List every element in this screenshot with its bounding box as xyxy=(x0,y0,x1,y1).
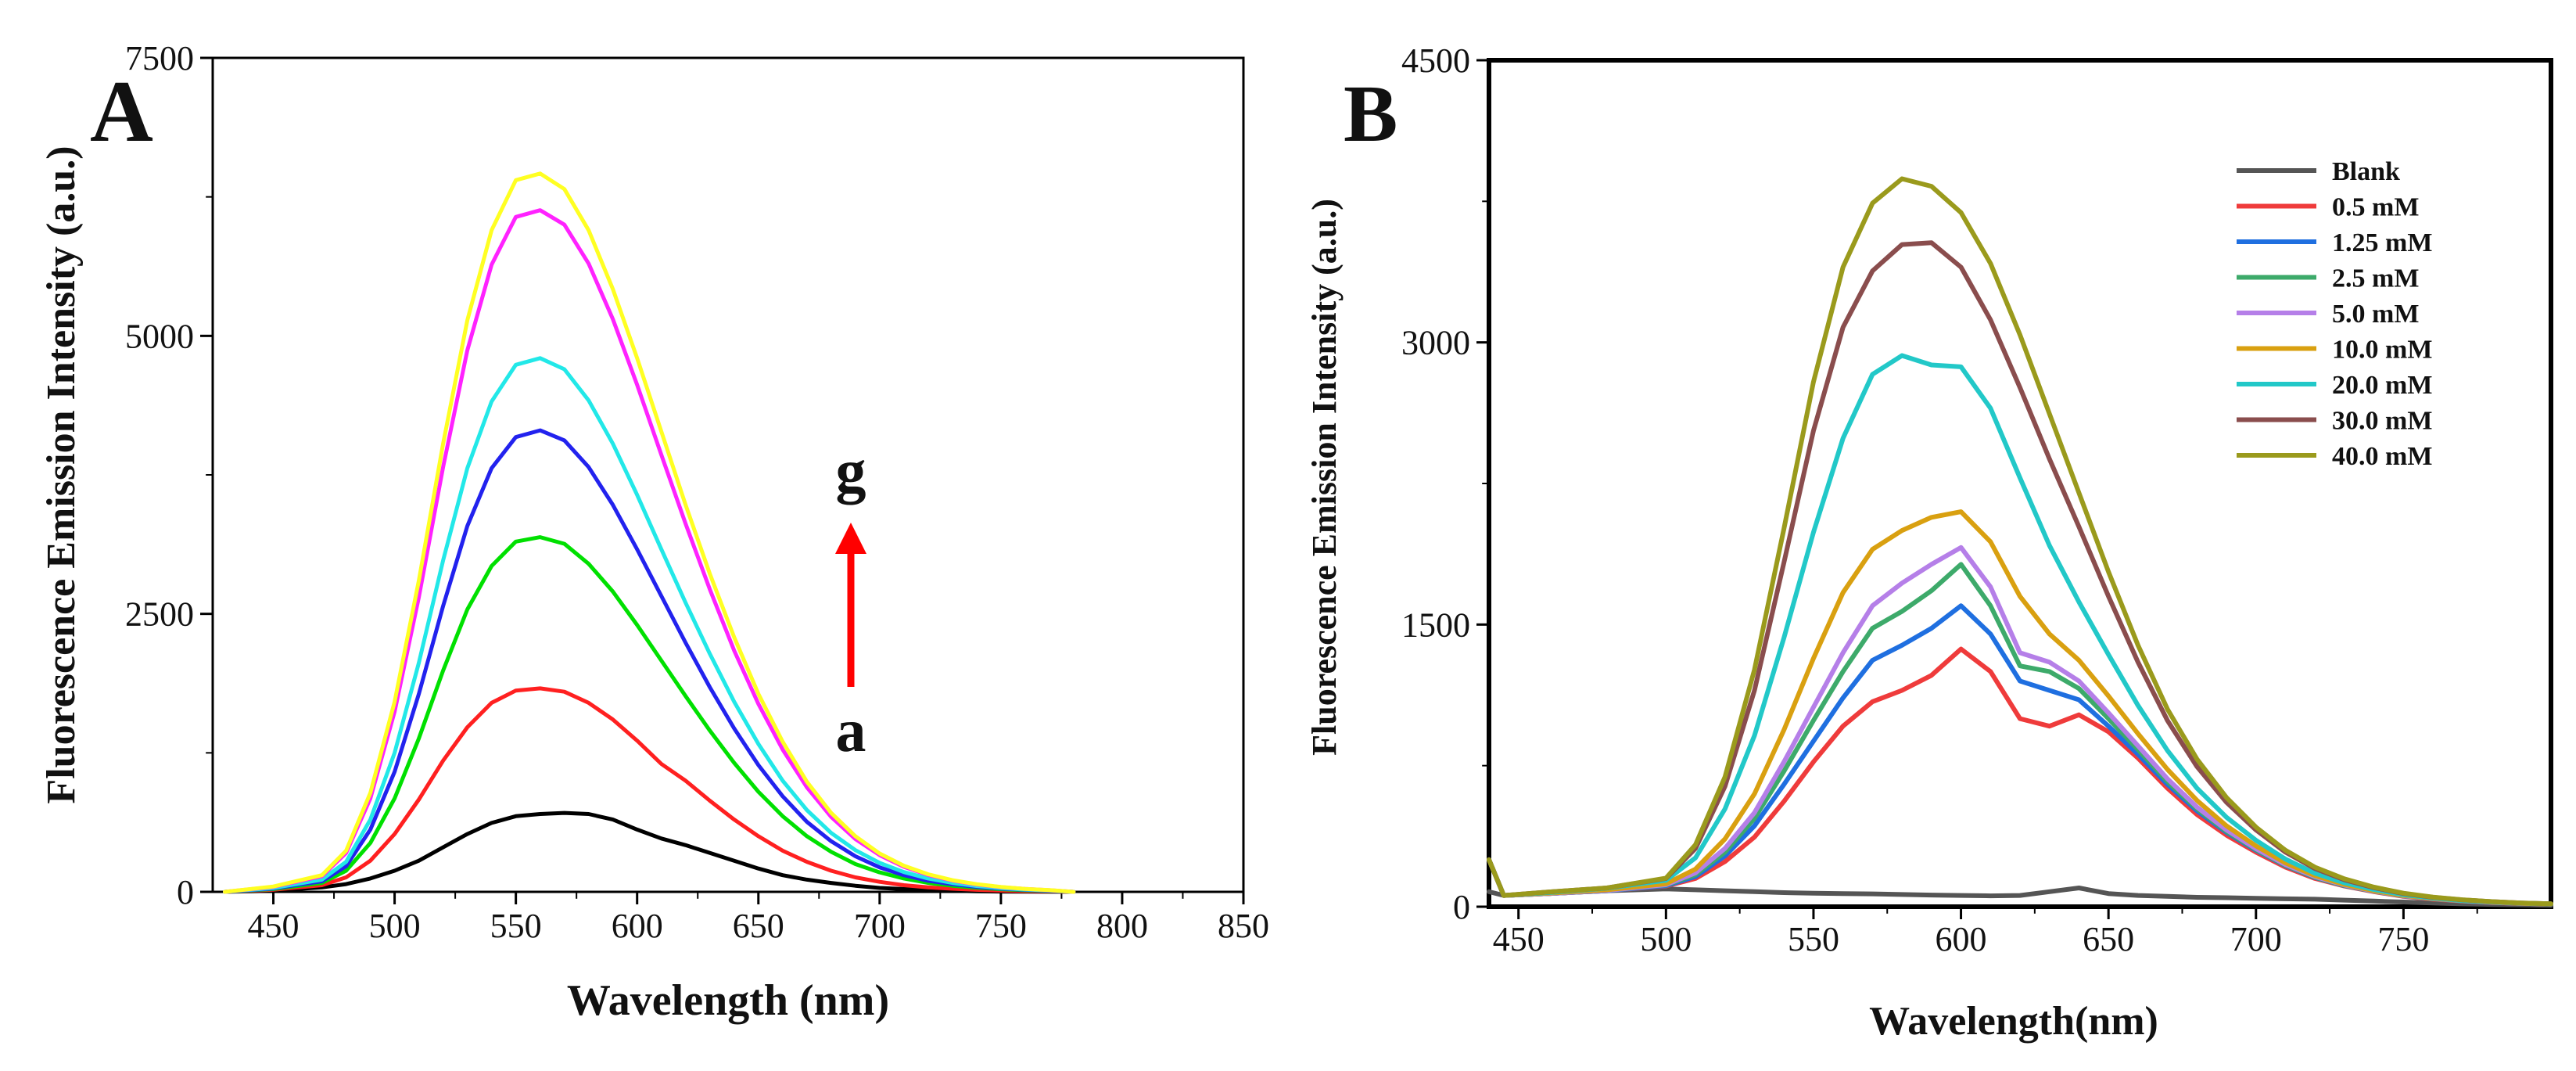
a-y-tick-label: 5000 xyxy=(125,317,194,355)
a-x-tick-labels: 450 500 550 600 650 700 750 800 850 xyxy=(248,907,1269,945)
panel-a: 450 500 550 600 650 700 750 800 850 0 2500 5000 750… xyxy=(39,39,1269,1025)
a-ticks xyxy=(200,56,1245,904)
annotation-a: a xyxy=(836,696,866,764)
b-ticks xyxy=(1476,59,2478,919)
a-series-line-a xyxy=(223,810,1076,894)
b-x-tick-label: 650 xyxy=(2083,920,2134,958)
b-y-tick-label: 3000 xyxy=(1401,324,1470,362)
a-series-line-f xyxy=(223,208,1076,894)
b-x-tick-label: 700 xyxy=(2230,920,2282,958)
legend-label: 40.0 mM xyxy=(2332,442,2432,471)
legend-label: 30.0 mM xyxy=(2332,407,2432,436)
legend-label: 0.5 mM xyxy=(2332,193,2419,222)
a-x-tick-label: 750 xyxy=(975,907,1027,945)
b-series-line-5-0-mm xyxy=(1487,544,2553,907)
b-series-line-0-5-mm xyxy=(1487,646,2553,907)
plot-area-a xyxy=(211,56,1245,893)
a-series-lines xyxy=(223,171,1076,894)
b-y-tick-labels: 0 1500 3000 4500 xyxy=(1401,41,1470,926)
b-y-tick-label: 1500 xyxy=(1401,606,1470,644)
b-series-line-10-0-mm xyxy=(1487,509,2553,907)
b-y-axis-title: Fluorescence Emission Intensity (a.u.) xyxy=(1305,199,1344,756)
b-series-line-40-0-mm xyxy=(1487,176,2553,907)
b-y-tick-label: 0 xyxy=(1453,888,1470,926)
b-x-tick-label: 500 xyxy=(1640,920,1692,958)
b-series-lines xyxy=(1487,176,2553,908)
a-series-line-g xyxy=(223,171,1076,894)
legend-label: 20.0 mM xyxy=(2332,371,2432,400)
legend-label: 10.0 mM xyxy=(2332,336,2432,365)
a-x-tick-label: 550 xyxy=(490,907,542,945)
b-x-axis-title: Wavelength(nm) xyxy=(1869,999,2158,1044)
a-x-axis-title: Wavelength (nm) xyxy=(567,976,889,1025)
a-series-line-d xyxy=(223,428,1076,894)
a-y-tick-label: 2500 xyxy=(125,595,194,634)
b-x-tick-labels: 450 500 550 600 650 700 750 xyxy=(1493,920,2430,958)
b-x-tick-label: 550 xyxy=(1788,920,1839,958)
a-series-line-e xyxy=(223,356,1076,894)
annotation-g: g xyxy=(836,437,866,505)
legend-label: 5.0 mM xyxy=(2332,300,2419,329)
annotation-arrow-head xyxy=(835,523,866,554)
a-y-tick-labels: 0 2500 5000 7500 xyxy=(125,39,194,911)
a-x-tick-label: 650 xyxy=(733,907,784,945)
legend-label: 1.25 mM xyxy=(2332,228,2432,257)
b-x-tick-label: 600 xyxy=(1936,920,1987,958)
b-series-line-blank xyxy=(1487,886,2553,908)
b-y-tick-label: 4500 xyxy=(1401,41,1470,80)
a-y-axis-title: Fluorescence Emission Intensity (a.u.) xyxy=(39,146,84,803)
b-x-tick-label: 750 xyxy=(2377,920,2429,958)
panel-label-b: B xyxy=(1344,69,1397,159)
panel-label-a: A xyxy=(90,63,153,160)
a-y-tick-label: 7500 xyxy=(125,39,194,77)
a-x-tick-label: 600 xyxy=(612,907,663,945)
a-x-tick-label: 850 xyxy=(1218,907,1269,945)
b-series-line-2-5-mm xyxy=(1487,562,2553,907)
legend-label: Blank xyxy=(2332,157,2400,186)
b-legend: Blank 0.5 mM 1.25 mM 2.5 mM 5.0 mM 10.0 mM 20.… xyxy=(2237,157,2432,471)
a-y-tick-label: 0 xyxy=(177,873,194,911)
a-x-tick-label: 800 xyxy=(1096,907,1148,945)
legend-label: 2.5 mM xyxy=(2332,264,2419,293)
b-series-line-20-0-mm xyxy=(1487,353,2553,907)
a-series-line-b xyxy=(223,686,1076,894)
a-x-tick-label: 700 xyxy=(854,907,906,945)
panel-b: 450 500 550 600 650 700 750 0 1500 3000 4500 Blan… xyxy=(1305,41,2553,1044)
a-x-tick-label: 450 xyxy=(248,907,300,945)
a-x-tick-label: 500 xyxy=(369,907,421,945)
b-x-tick-label: 450 xyxy=(1493,920,1545,958)
